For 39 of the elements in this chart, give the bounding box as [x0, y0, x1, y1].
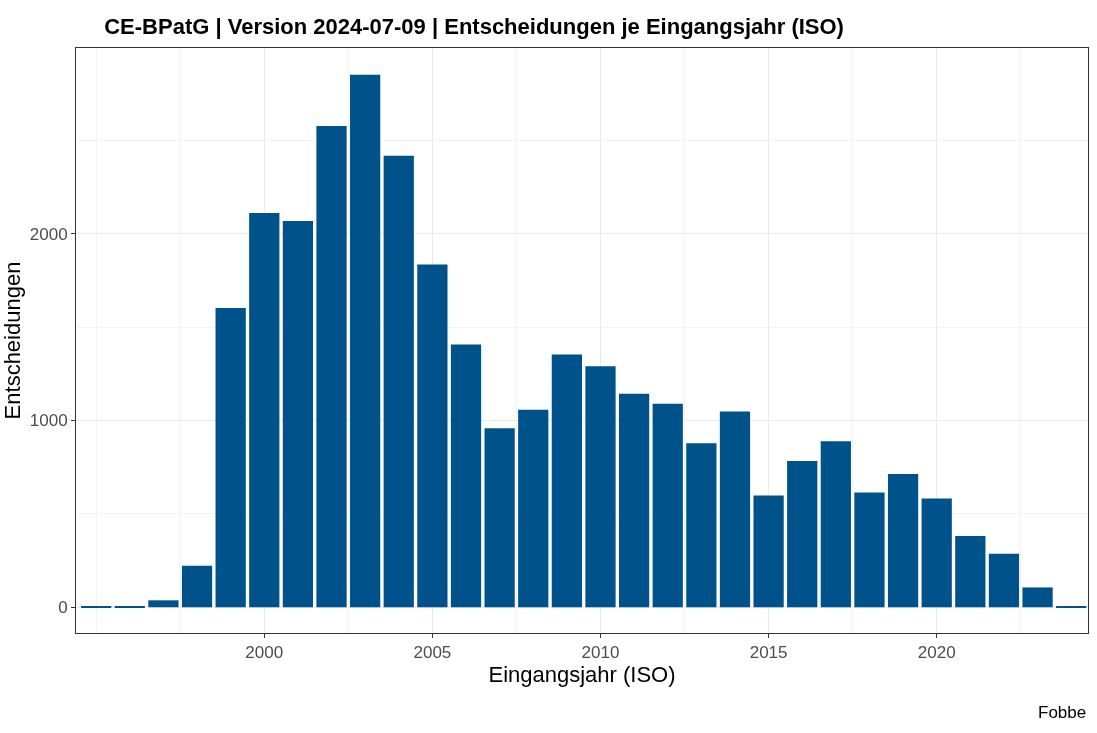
x-tick-label: 2020 [917, 643, 956, 663]
bar [988, 553, 1020, 608]
bar [350, 74, 381, 608]
x-tick-label: 2010 [581, 643, 620, 663]
x-tick-label: 2000 [245, 643, 284, 663]
bar [820, 441, 851, 608]
bar [753, 495, 784, 608]
bar [686, 443, 717, 608]
x-tick-label: 2005 [413, 643, 452, 663]
bar [215, 307, 246, 608]
bar [652, 403, 683, 608]
bar [383, 155, 414, 608]
bar [955, 536, 986, 608]
bar [618, 393, 650, 608]
y-tick-label: 1000 [29, 411, 68, 431]
bar [787, 461, 818, 608]
y-tick-label: 2000 [29, 224, 68, 244]
bar [921, 498, 952, 608]
y-axis-title: Entscheidungen [0, 261, 25, 420]
bar [854, 492, 885, 608]
bar [484, 428, 515, 608]
chart-title: CE-BPatG | Version 2024-07-09 | Entscheidungen je Eingangsjahr (ISO) [104, 13, 844, 39]
bar [518, 409, 549, 608]
bar [249, 213, 280, 608]
bar [282, 220, 314, 608]
x-axis-title: Eingangsjahr (ISO) [488, 662, 676, 688]
x-tick-label: 2015 [749, 643, 788, 663]
bar [1022, 587, 1053, 608]
bar [417, 264, 448, 608]
bar [719, 411, 751, 608]
bar [316, 126, 347, 608]
bar [181, 565, 213, 608]
bar [887, 473, 919, 608]
bar [585, 366, 616, 608]
text: Fobbe [1038, 703, 1087, 722]
y-tick-label: 0 [58, 598, 68, 618]
bar [148, 600, 179, 608]
bar [450, 344, 482, 608]
bar [551, 354, 582, 608]
